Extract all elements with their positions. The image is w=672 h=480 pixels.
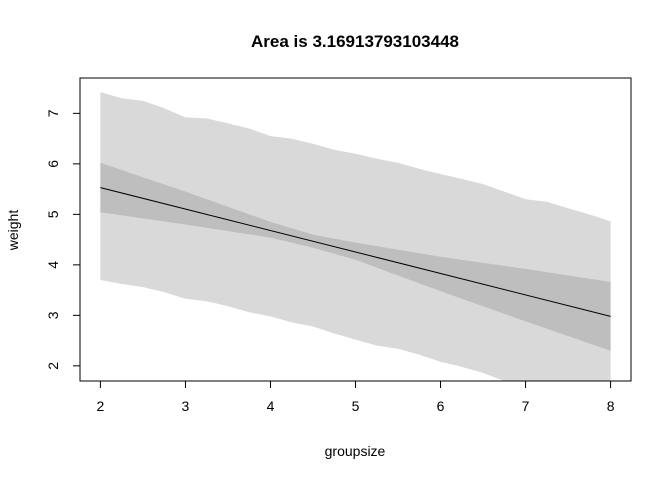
band-0	[100, 92, 611, 381]
x-tick-label: 3	[182, 398, 190, 414]
x-tick-label: 4	[267, 398, 275, 414]
x-tick-label: 7	[522, 398, 530, 414]
x-tick-label: 8	[607, 398, 615, 414]
x-tick-label: 2	[97, 398, 105, 414]
plot-area	[100, 92, 611, 381]
y-axis: 2 3 4 5 6 7	[45, 109, 81, 370]
mean-line	[100, 187, 611, 317]
y-axis-label: weight	[5, 210, 21, 252]
y-tick-label: 4	[45, 261, 61, 269]
x-axis: 2 3 4 5 6 7 8	[97, 380, 615, 414]
x-tick-label: 6	[437, 398, 445, 414]
x-tick-label: 5	[352, 398, 360, 414]
chart-title: Area is 3.16913793103448	[251, 32, 459, 51]
y-tick-label: 3	[45, 311, 61, 319]
x-axis-label: groupsize	[325, 443, 386, 459]
y-tick-label: 7	[45, 109, 61, 117]
y-tick-label: 2	[45, 362, 61, 370]
band-1	[100, 162, 611, 351]
y-tick-label: 5	[45, 210, 61, 218]
y-tick-label: 6	[45, 160, 61, 168]
